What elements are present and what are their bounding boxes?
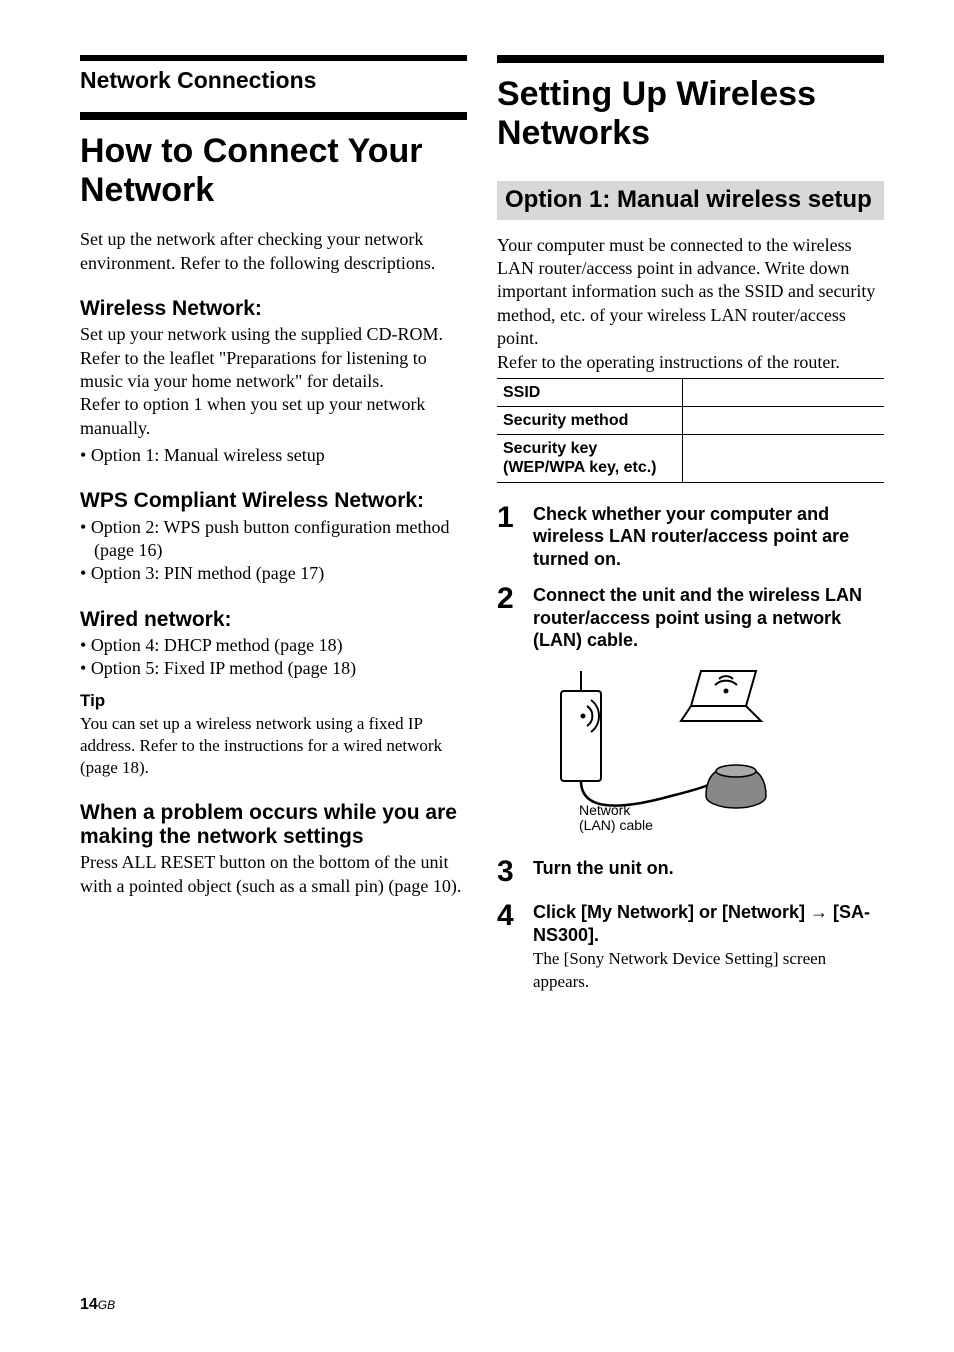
page-number: 14	[80, 1296, 98, 1313]
step-1: 1 Check whether your computer and wirele…	[497, 503, 884, 571]
problem-body: Press ALL RESET button on the bottom of …	[80, 851, 467, 898]
chapter-title-right: Setting Up Wireless Networks	[497, 75, 884, 153]
heavy-rule	[80, 112, 467, 120]
option-intro: Your computer must be connected to the w…	[497, 234, 884, 374]
table-cell-value	[683, 378, 884, 406]
list-item: Option 5: Fixed IP method (page 18)	[80, 657, 467, 680]
step-3: 3 Turn the unit on.	[497, 857, 884, 887]
chapter-title-left: How to Connect Your Network	[80, 132, 467, 210]
table-cell-label: Security method	[497, 407, 683, 435]
list-item: Option 2: WPS push button configuration …	[80, 516, 467, 563]
wps-heading: WPS Compliant Wireless Network:	[80, 489, 467, 513]
table-row: SSID	[497, 378, 884, 406]
step-number: 4	[497, 901, 519, 992]
left-column: Network Connections How to Connect Your …	[80, 55, 467, 1007]
step-4: 4 Click [My Network] or [Network] → [SA-…	[497, 901, 884, 992]
wired-bullets: Option 4: DHCP method (page 18) Option 5…	[80, 634, 467, 681]
step-number: 1	[497, 503, 519, 571]
tip-body: You can set up a wireless network using …	[80, 713, 467, 779]
step-number: 3	[497, 857, 519, 887]
connection-diagram: Network (LAN) cable	[531, 666, 884, 834]
list-item: Option 3: PIN method (page 17)	[80, 562, 467, 585]
step4-text: Click [My Network] or [Network] → [SA-NS…	[533, 902, 870, 945]
step-title: Check whether your computer and wireless…	[533, 503, 884, 571]
intro-text: Set up the network after checking your n…	[80, 228, 467, 275]
table-row: Security key (WEP/WPA key, etc.)	[497, 435, 884, 482]
step-title: Connect the unit and the wireless LAN ro…	[533, 584, 884, 652]
step-title: Turn the unit on.	[533, 857, 884, 880]
step-note: The [Sony Network Device Setting] screen…	[533, 948, 884, 992]
page-region: GB	[98, 1298, 115, 1312]
wired-heading: Wired network:	[80, 608, 467, 632]
table-cell-value	[683, 435, 884, 482]
section-label: Network Connections	[80, 67, 467, 94]
step-2: 2 Connect the unit and the wireless LAN …	[497, 584, 884, 652]
list-item: Option 1: Manual wireless setup	[80, 444, 467, 467]
table-cell-label: SSID	[497, 378, 683, 406]
option-box: Option 1: Manual wireless setup	[497, 181, 884, 219]
table-cell-label: Security key (WEP/WPA key, etc.)	[497, 435, 683, 482]
list-item: Option 4: DHCP method (page 18)	[80, 634, 467, 657]
heavy-rule	[497, 55, 884, 63]
table-row: Security method	[497, 407, 884, 435]
step-number: 2	[497, 584, 519, 652]
step-title: Click [My Network] or [Network] → [SA-NS…	[533, 901, 884, 946]
right-column: Setting Up Wireless Networks Option 1: M…	[497, 55, 884, 1007]
page-footer: 14GB	[80, 1296, 115, 1314]
section-header-bar: Network Connections	[80, 55, 467, 94]
problem-heading: When a problem occurs while you are maki…	[80, 801, 467, 849]
wps-bullets: Option 2: WPS push button configuration …	[80, 516, 467, 586]
info-table: SSID Security method Security key (WEP/W…	[497, 378, 884, 483]
tip-heading: Tip	[80, 691, 467, 711]
wireless-body: Set up your network using the supplied C…	[80, 323, 467, 440]
diagram-svg	[531, 666, 791, 836]
table-cell-value	[683, 407, 884, 435]
wireless-bullets: Option 1: Manual wireless setup	[80, 444, 467, 467]
wireless-heading: Wireless Network:	[80, 297, 467, 321]
